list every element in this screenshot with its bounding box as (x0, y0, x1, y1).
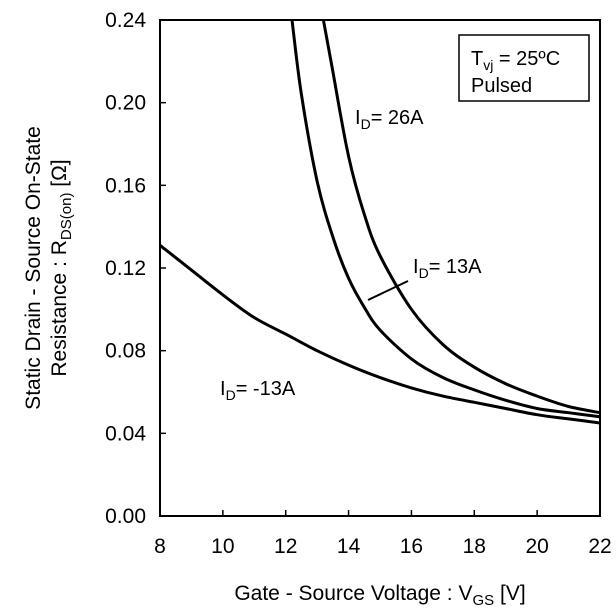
x-tick-label: 22 (588, 535, 611, 558)
x-tick-label: 10 (211, 535, 234, 558)
x-axis-ticks: 8 10 12 14 16 18 20 22 (154, 510, 612, 558)
series-label-13a: ID= 13A (413, 256, 482, 281)
series-line-neg13a (160, 244, 600, 425)
x-tick-label: 12 (274, 535, 297, 558)
x-tick-label: 8 (154, 535, 166, 558)
y-axis-ticks: 0.00 0.04 0.08 0.12 0.16 0.20 0.24 (105, 9, 166, 528)
series-label-13a-leader (367, 280, 409, 301)
x-tick-label: 18 (463, 535, 486, 558)
y-tick-label: 0.00 (105, 505, 146, 528)
y-tick-label: 0.04 (105, 422, 146, 445)
y-tick-label: 0.12 (105, 257, 146, 280)
series-line-13a (290, 20, 600, 419)
condition-pulsed: Pulsed (471, 75, 532, 97)
x-tick-label: 14 (337, 535, 361, 558)
y-axis-title-line1: Static Drain - Source On-State (22, 126, 45, 410)
x-tick-label: 20 (525, 535, 548, 558)
condition-temperature: Tvj = 25ºC (471, 48, 560, 73)
y-tick-label: 0.24 (105, 9, 146, 32)
condition-box (458, 34, 590, 102)
y-tick-label: 0.20 (105, 92, 146, 115)
y-tick-label: 0.16 (105, 174, 146, 197)
x-tick-label: 16 (400, 535, 423, 558)
y-axis-title-line2: Resistance : RDS(on) [Ω] (48, 159, 75, 376)
series-label-26a: ID= 26A (355, 107, 424, 132)
series-label-neg13a: ID= -13A (220, 378, 296, 403)
series-line-26a (321, 20, 600, 415)
x-axis-title: Gate - Source Voltage : VGS [V] (234, 582, 525, 609)
y-tick-label: 0.08 (105, 340, 146, 363)
series-layer (160, 20, 600, 425)
